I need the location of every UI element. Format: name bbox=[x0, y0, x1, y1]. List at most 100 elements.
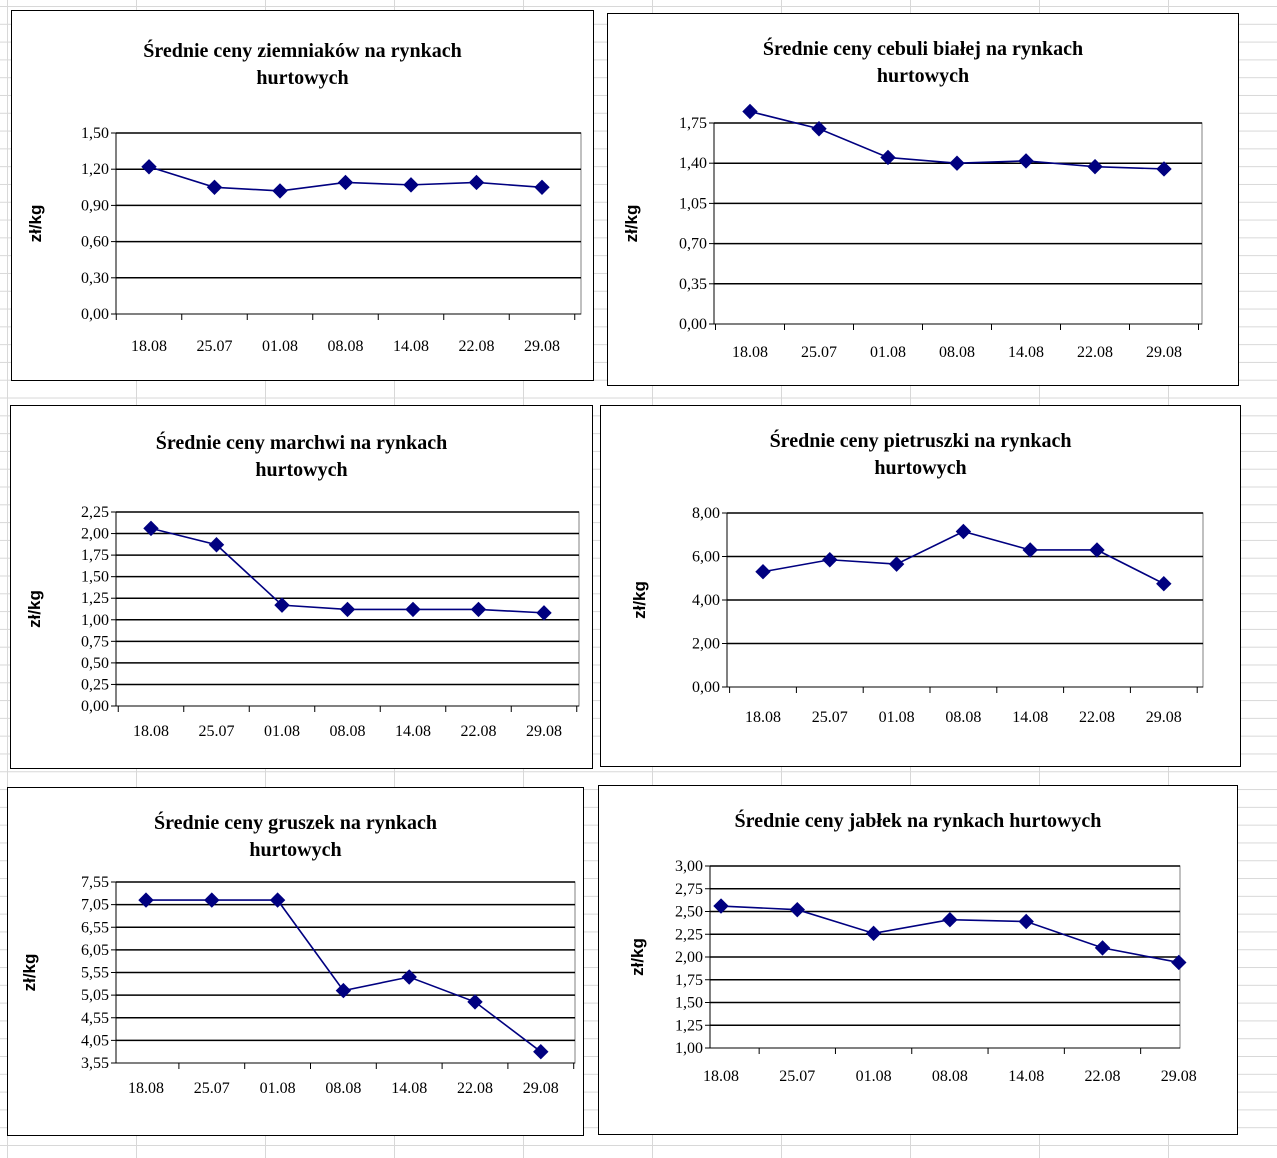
data-point bbox=[269, 892, 286, 908]
x-tick-label: 01.08 bbox=[262, 338, 298, 355]
y-tick-label: 1,75 bbox=[675, 972, 703, 989]
x-tick-label: 25.07 bbox=[197, 338, 233, 355]
y-tick-label: 7,55 bbox=[81, 874, 109, 891]
data-point bbox=[1156, 161, 1172, 177]
data-point bbox=[467, 994, 483, 1010]
x-tick-label: 18.08 bbox=[133, 723, 169, 740]
y-tick-label: 0,90 bbox=[81, 197, 109, 214]
x-tick-label: 29.08 bbox=[524, 338, 560, 355]
y-tick-label: 0,75 bbox=[81, 633, 109, 650]
x-tick-label: 08.08 bbox=[325, 1080, 361, 1097]
data-point bbox=[141, 159, 157, 175]
x-tick-label: 01.08 bbox=[870, 344, 906, 361]
data-point bbox=[865, 925, 882, 942]
y-tick-label: 4,00 bbox=[692, 592, 720, 609]
data-point bbox=[339, 601, 356, 618]
x-tick-label: 18.08 bbox=[128, 1080, 164, 1097]
x-tick-label: 22.08 bbox=[1077, 344, 1113, 361]
y-tick-label: 8,00 bbox=[692, 505, 720, 522]
y-tick-label: 5,05 bbox=[81, 987, 109, 1004]
data-point bbox=[811, 121, 827, 137]
y-tick-label: 2,50 bbox=[675, 904, 703, 921]
chart-panel-apples: Średnie ceny jabłek na rynkach hurtowych… bbox=[598, 785, 1238, 1135]
data-point bbox=[955, 523, 972, 540]
chart-title: Średnie ceny cebuli białej na rynkach hu… bbox=[762, 38, 1084, 87]
data-point bbox=[138, 892, 154, 908]
data-point bbox=[888, 556, 905, 572]
y-tick-label: 1,25 bbox=[81, 590, 109, 607]
data-point bbox=[1022, 542, 1038, 558]
y-tick-label: 0,00 bbox=[679, 316, 707, 333]
x-tick-label: 29.08 bbox=[1146, 344, 1182, 361]
y-tick-label: 4,05 bbox=[81, 1032, 109, 1049]
data-point bbox=[206, 179, 223, 196]
data-point bbox=[1018, 913, 1034, 930]
x-tick-label: 01.08 bbox=[260, 1080, 296, 1097]
x-tick-label: 22.08 bbox=[459, 338, 495, 355]
y-tick-label: 1,75 bbox=[679, 115, 707, 132]
data-point bbox=[1018, 153, 1034, 169]
data-point bbox=[789, 901, 806, 918]
line-chart: 0,00 2,00 4,00 6,00 8,00 18.08 25.07 01.08 08.08… bbox=[630, 505, 1204, 726]
y-tick-label: 7,05 bbox=[81, 897, 109, 914]
x-tick-label: 25.07 bbox=[812, 709, 848, 726]
line-chart: 0,00 0,25 0,50 0,75 1,00 1,25 1,50 1,75 2,00 2,25… bbox=[25, 504, 580, 740]
y-tick-label: 6,00 bbox=[692, 549, 720, 566]
data-point bbox=[533, 1043, 549, 1060]
line-chart: 0,00 0,35 0,70 1,05 1,40 1,75 18.08 25.07 01.08 0… bbox=[622, 103, 1203, 361]
y-tick-label: 1,50 bbox=[81, 125, 109, 142]
chart-title: Średnie ceny pietruszki na rynkach hurto… bbox=[769, 430, 1072, 479]
data-point bbox=[204, 892, 220, 908]
chart-panel-onion: Średnie ceny cebuli białej na rynkach hu… bbox=[607, 13, 1239, 386]
y-tick-label: 1,50 bbox=[675, 995, 703, 1012]
data-point bbox=[208, 537, 225, 553]
y-tick-label: 2,00 bbox=[692, 636, 720, 653]
x-tick-label: 14.08 bbox=[395, 723, 431, 740]
chart-title: Średnie ceny ziemniaków na rynkach hurto… bbox=[143, 40, 462, 89]
chart-panel-carrot: Średnie ceny marchwi na rynkach hurtowyc… bbox=[10, 405, 593, 769]
y-tick-label: 1,00 bbox=[81, 612, 109, 629]
x-tick-label: 25.07 bbox=[801, 344, 837, 361]
x-tick-label: 14.08 bbox=[1012, 709, 1048, 726]
data-point bbox=[1156, 575, 1172, 592]
plot-area bbox=[713, 122, 1203, 325]
y-tick-label: 2,25 bbox=[675, 926, 703, 943]
data-point bbox=[468, 174, 485, 191]
y-axis-title: zł/kg bbox=[20, 954, 39, 992]
data-point bbox=[470, 601, 487, 618]
y-axis-title: zł/kg bbox=[26, 205, 45, 243]
y-axis-title: zł/kg bbox=[628, 938, 647, 976]
y-tick-label: 5,55 bbox=[81, 965, 109, 982]
y-axis-title: zł/kg bbox=[25, 590, 44, 628]
x-tick-label: 18.08 bbox=[131, 338, 167, 355]
plot-area bbox=[115, 132, 582, 315]
x-tick-label: 08.08 bbox=[939, 344, 975, 361]
data-point bbox=[1094, 940, 1111, 956]
data-point bbox=[822, 552, 838, 568]
data-point bbox=[403, 177, 419, 193]
x-tick-label: 22.08 bbox=[457, 1080, 493, 1097]
y-tick-label: 4,55 bbox=[81, 1010, 109, 1027]
x-tick-label: 14.08 bbox=[393, 338, 429, 355]
y-tick-label: 0,00 bbox=[692, 679, 720, 696]
x-tick-label: 25.07 bbox=[199, 723, 235, 740]
x-tick-label: 01.08 bbox=[264, 723, 300, 740]
x-tick-label: 14.08 bbox=[391, 1080, 427, 1097]
x-tick-label: 29.08 bbox=[1161, 1068, 1197, 1085]
line-chart: 1,00 1,25 1,50 1,75 2,00 2,25 2,50 2,75 3,00 18.0… bbox=[628, 858, 1197, 1085]
x-tick-label: 14.08 bbox=[1008, 344, 1044, 361]
y-tick-label: 0,60 bbox=[81, 234, 109, 251]
x-tick-label: 29.08 bbox=[1146, 709, 1182, 726]
chart-panel-potatoes: Średnie ceny ziemniaków na rynkach hurto… bbox=[11, 10, 594, 381]
y-tick-label: 6,05 bbox=[81, 942, 109, 959]
y-tick-label: 0,30 bbox=[81, 270, 109, 287]
data-point bbox=[534, 179, 550, 196]
y-tick-label: 0,25 bbox=[81, 676, 109, 693]
x-tick-label: 25.07 bbox=[194, 1080, 230, 1097]
x-tick-label: 08.08 bbox=[932, 1068, 968, 1085]
data-point bbox=[405, 601, 421, 618]
x-tick-label: 29.08 bbox=[526, 723, 562, 740]
x-tick-label: 01.08 bbox=[856, 1068, 892, 1085]
x-tick-label: 22.08 bbox=[461, 723, 497, 740]
data-point bbox=[143, 520, 159, 537]
